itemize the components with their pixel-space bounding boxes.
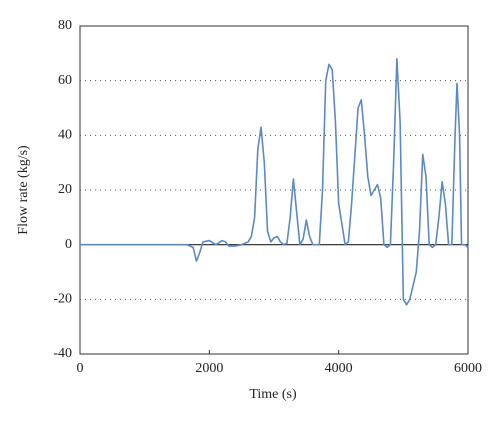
- y-axis-label: Flow rate (kg/s): [16, 145, 31, 235]
- y-tick-label: 60: [58, 73, 72, 88]
- y-tick-label: 80: [58, 18, 72, 33]
- x-tick-label: 0: [77, 361, 84, 376]
- x-tick-label: 6000: [454, 361, 482, 376]
- y-tick-label: -20: [53, 292, 72, 307]
- data-line: [80, 58, 469, 306]
- x-axis-label: Time (s): [249, 387, 297, 402]
- x-tick-label: 2000: [195, 361, 223, 376]
- x-tick-label: 4000: [325, 361, 353, 376]
- y-tick-label: 40: [58, 128, 72, 143]
- y-tick-label: 0: [65, 237, 72, 252]
- y-tick-label: 20: [58, 182, 72, 197]
- y-tick-label: -40: [53, 346, 72, 361]
- plot-frame: [79, 25, 469, 355]
